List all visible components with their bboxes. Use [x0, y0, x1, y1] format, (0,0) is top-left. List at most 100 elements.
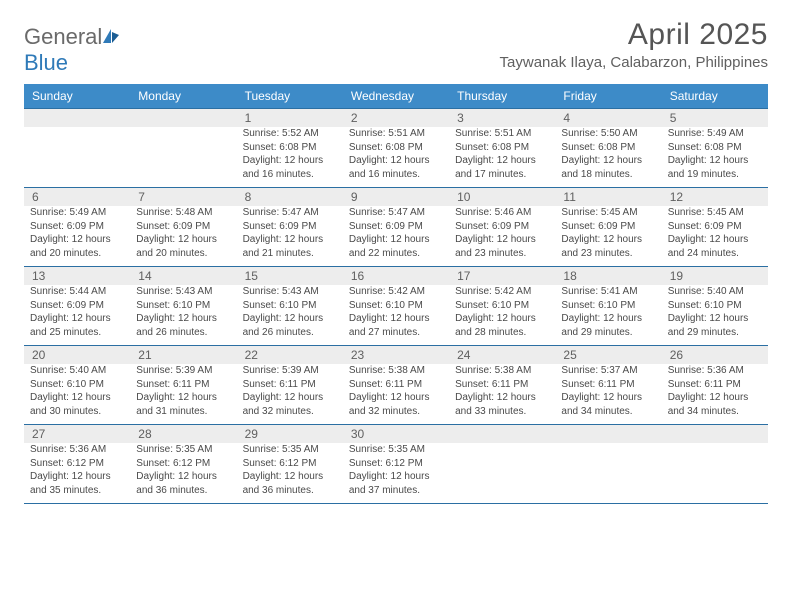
day-info-cell: Sunrise: 5:38 AMSunset: 6:11 PMDaylight:… [449, 364, 555, 425]
weekday-header: Tuesday [237, 84, 343, 109]
day-info-cell: Sunrise: 5:50 AMSunset: 6:08 PMDaylight:… [555, 127, 661, 188]
sunrise-text: Sunrise: 5:43 AM [243, 285, 337, 299]
day-number-row: 27282930 [24, 425, 768, 444]
sail-icon [102, 24, 120, 40]
day-info-row: Sunrise: 5:52 AMSunset: 6:08 PMDaylight:… [24, 127, 768, 188]
day-info-cell: Sunrise: 5:38 AMSunset: 6:11 PMDaylight:… [343, 364, 449, 425]
daylight-text: and 34 minutes. [561, 405, 655, 419]
day-number-cell: 17 [449, 267, 555, 286]
title-block: April 2025 Taywanak Ilaya, Calabarzon, P… [500, 18, 768, 71]
day-info-cell: Sunrise: 5:46 AMSunset: 6:09 PMDaylight:… [449, 206, 555, 267]
daylight-text: and 29 minutes. [561, 326, 655, 340]
sunset-text: Sunset: 6:08 PM [455, 141, 549, 155]
day-number-cell: 15 [237, 267, 343, 286]
day-number-cell: 18 [555, 267, 661, 286]
daylight-text: Daylight: 12 hours [561, 391, 655, 405]
daylight-text: and 27 minutes. [349, 326, 443, 340]
sunset-text: Sunset: 6:09 PM [243, 220, 337, 234]
daylight-text: Daylight: 12 hours [30, 470, 124, 484]
sunrise-text: Sunrise: 5:45 AM [561, 206, 655, 220]
daylight-text: and 33 minutes. [455, 405, 549, 419]
day-number-cell: 2 [343, 109, 449, 128]
sunset-text: Sunset: 6:10 PM [668, 299, 762, 313]
sunset-text: Sunset: 6:11 PM [136, 378, 230, 392]
day-info-cell: Sunrise: 5:47 AMSunset: 6:09 PMDaylight:… [343, 206, 449, 267]
daylight-text: Daylight: 12 hours [668, 391, 762, 405]
sunrise-text: Sunrise: 5:36 AM [30, 443, 124, 457]
sunrise-text: Sunrise: 5:35 AM [349, 443, 443, 457]
day-number-cell: 8 [237, 188, 343, 207]
daylight-text: and 23 minutes. [561, 247, 655, 261]
daylight-text: Daylight: 12 hours [668, 154, 762, 168]
daylight-text: and 37 minutes. [349, 484, 443, 498]
sunset-text: Sunset: 6:08 PM [349, 141, 443, 155]
day-number-cell: 5 [662, 109, 768, 128]
day-number-cell: 16 [343, 267, 449, 286]
daylight-text: and 17 minutes. [455, 168, 549, 182]
day-number-cell: 29 [237, 425, 343, 444]
sunset-text: Sunset: 6:09 PM [455, 220, 549, 234]
day-number-cell: 27 [24, 425, 130, 444]
sunrise-text: Sunrise: 5:35 AM [243, 443, 337, 457]
sunrise-text: Sunrise: 5:41 AM [561, 285, 655, 299]
daylight-text: Daylight: 12 hours [349, 391, 443, 405]
day-info-cell: Sunrise: 5:49 AMSunset: 6:09 PMDaylight:… [24, 206, 130, 267]
sunrise-text: Sunrise: 5:40 AM [668, 285, 762, 299]
day-number-cell: 26 [662, 346, 768, 365]
sunrise-text: Sunrise: 5:42 AM [349, 285, 443, 299]
day-info-cell: Sunrise: 5:43 AMSunset: 6:10 PMDaylight:… [237, 285, 343, 346]
daylight-text: Daylight: 12 hours [30, 312, 124, 326]
sunset-text: Sunset: 6:10 PM [136, 299, 230, 313]
sunrise-text: Sunrise: 5:47 AM [349, 206, 443, 220]
day-info-cell: Sunrise: 5:45 AMSunset: 6:09 PMDaylight:… [555, 206, 661, 267]
daylight-text: and 30 minutes. [30, 405, 124, 419]
day-number-cell [662, 425, 768, 444]
day-number-cell: 30 [343, 425, 449, 444]
daylight-text: Daylight: 12 hours [243, 470, 337, 484]
sunset-text: Sunset: 6:11 PM [243, 378, 337, 392]
day-number-cell [24, 109, 130, 128]
daylight-text: and 18 minutes. [561, 168, 655, 182]
day-info-cell: Sunrise: 5:39 AMSunset: 6:11 PMDaylight:… [237, 364, 343, 425]
daylight-text: Daylight: 12 hours [455, 312, 549, 326]
day-info-row: Sunrise: 5:36 AM Sunset: 6:12 PM Daylight:… [24, 443, 768, 504]
day-info-cell: Sunrise: 5:43 AMSunset: 6:10 PMDaylight:… [130, 285, 236, 346]
month-title: April 2025 [500, 18, 768, 52]
daylight-text: Daylight: 12 hours [136, 233, 230, 247]
sunrise-text: Sunrise: 5:49 AM [30, 206, 124, 220]
day-info-cell: Sunrise: 5:47 AMSunset: 6:09 PMDaylight:… [237, 206, 343, 267]
day-number-cell: 13 [24, 267, 130, 286]
sunrise-text: Sunrise: 5:45 AM [668, 206, 762, 220]
daylight-text: Daylight: 12 hours [455, 233, 549, 247]
day-number-row: 20212223242526 [24, 346, 768, 365]
day-info-cell: Sunrise: 5:51 AMSunset: 6:08 PMDaylight:… [449, 127, 555, 188]
sunset-text: Sunset: 6:10 PM [243, 299, 337, 313]
sunset-text: Sunset: 6:08 PM [561, 141, 655, 155]
day-info-cell: Sunrise: 5:48 AMSunset: 6:09 PMDaylight:… [130, 206, 236, 267]
day-info-cell: Sunrise: 5:52 AMSunset: 6:08 PMDaylight:… [237, 127, 343, 188]
sunrise-text: Sunrise: 5:38 AM [455, 364, 549, 378]
day-number-row: 12345 [24, 109, 768, 128]
daylight-text: Daylight: 12 hours [349, 312, 443, 326]
sunset-text: Sunset: 6:12 PM [349, 457, 443, 471]
brand-part1: General [24, 24, 102, 49]
sunrise-text: Sunrise: 5:47 AM [243, 206, 337, 220]
day-number-cell [449, 425, 555, 444]
day-info-cell: Sunrise: 5:40 AMSunset: 6:10 PMDaylight:… [662, 285, 768, 346]
calendar-body: 12345Sunrise: 5:52 AMSunset: 6:08 PMDayl… [24, 109, 768, 505]
daylight-text: and 20 minutes. [136, 247, 230, 261]
sunset-text: Sunset: 6:10 PM [349, 299, 443, 313]
day-number-cell [555, 425, 661, 444]
brand-part2: Blue [24, 50, 68, 75]
day-number-cell: 23 [343, 346, 449, 365]
daylight-text: Daylight: 12 hours [455, 391, 549, 405]
day-number-cell: 4 [555, 109, 661, 128]
day-number-cell: 12 [662, 188, 768, 207]
day-info-cell [24, 127, 130, 188]
day-info-cell: Sunrise: 5:35 AMSunset: 6:12 PMDaylight:… [237, 443, 343, 504]
daylight-text: Daylight: 12 hours [243, 154, 337, 168]
daylight-text: and 21 minutes. [243, 247, 337, 261]
daylight-text: and 24 minutes. [668, 247, 762, 261]
daylight-text: and 16 minutes. [243, 168, 337, 182]
sunrise-text: Sunrise: 5:40 AM [30, 364, 124, 378]
